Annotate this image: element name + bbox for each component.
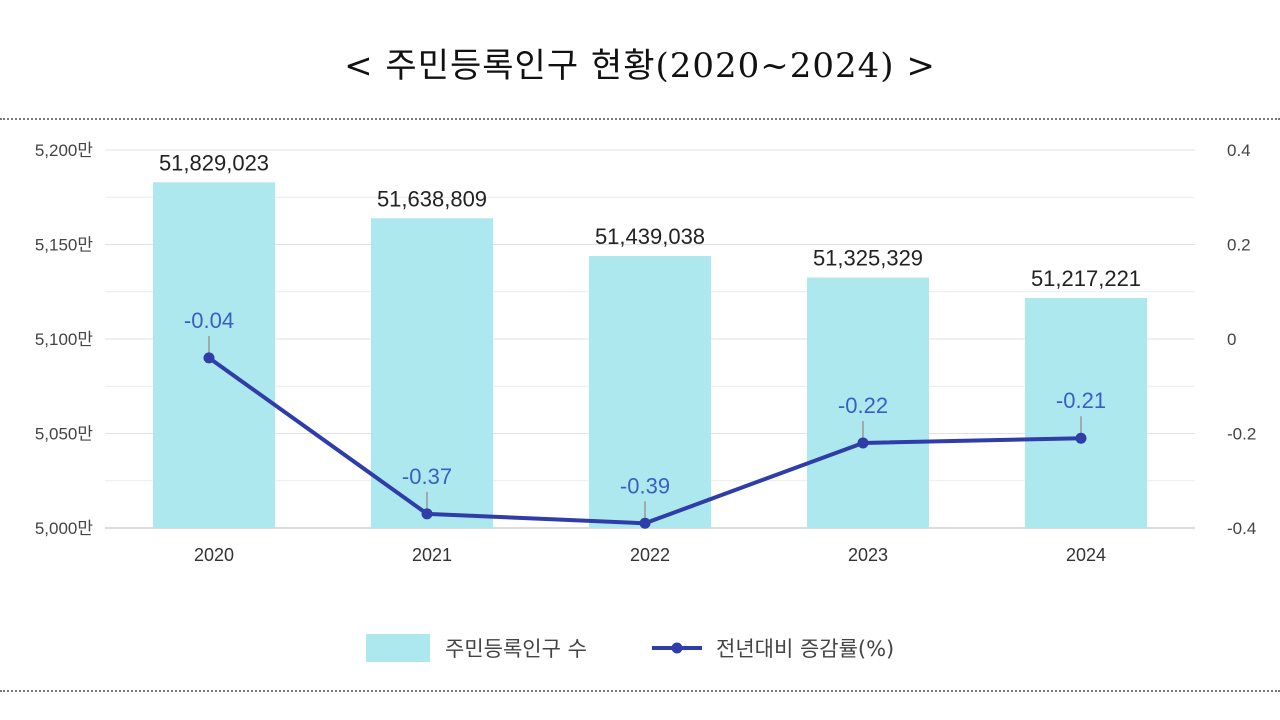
y-left-tick-label: 5,000만 [35, 519, 94, 538]
line-point [857, 437, 869, 449]
axes: 5,000만 5,050만 5,100만 5,150만 5,200만 -0.4 -0.2 0 0… [35, 141, 1256, 565]
page-title: < 주민등록인구 현황(2020~2024) > [344, 46, 936, 86]
line-data-label: -0.21 [1056, 388, 1106, 413]
bar [589, 256, 711, 528]
legend-label-bar: 주민등록인구 수 [445, 637, 587, 661]
x-tick-label: 2020 [194, 545, 234, 565]
y-right-tick-label: -0.4 [1227, 519, 1256, 538]
x-tick-label: 2023 [848, 545, 888, 565]
y-left-tick-label: 5,100만 [35, 330, 94, 349]
line-point [203, 352, 215, 364]
legend-swatch-bar [366, 634, 430, 662]
bar [807, 277, 929, 528]
bar [153, 182, 275, 529]
y-right-tick-label: 0 [1227, 330, 1236, 349]
bottom-divider [0, 690, 1280, 692]
line-data-label: -0.04 [184, 308, 234, 333]
y-left-tick-label: 5,200만 [35, 141, 94, 160]
top-divider [0, 118, 1280, 120]
line-data-label: -0.39 [620, 473, 670, 498]
line-point [1075, 432, 1087, 444]
bar-data-label: 51,439,038 [595, 224, 705, 249]
x-tick-label: 2024 [1066, 545, 1106, 565]
line-point [639, 517, 651, 529]
y-left-tick-label: 5,150만 [35, 236, 94, 255]
x-tick-label: 2022 [630, 545, 670, 565]
y-left-tick-label: 5,050만 [35, 425, 94, 444]
legend-swatch-marker [671, 642, 683, 654]
bar-data-label: 51,217,221 [1031, 266, 1141, 291]
y-right-tick-label: 0.4 [1227, 141, 1251, 160]
bar-data-label: 51,638,809 [377, 186, 487, 211]
bar-series: 51,829,023 51,638,809 51,439,038 51,325,329… [153, 150, 1147, 529]
bar [371, 218, 493, 528]
bar-data-label: 51,325,329 [813, 246, 923, 271]
x-tick-label: 2021 [412, 545, 452, 565]
legend-label-line: 전년대비 증감률(%) [716, 637, 894, 661]
y-right-tick-label: 0.2 [1227, 236, 1251, 255]
line-data-label: -0.37 [402, 464, 452, 489]
bar-data-label: 51,829,023 [159, 150, 269, 175]
legend: 주민등록인구 수 전년대비 증감률(%) [366, 634, 894, 662]
y-right-tick-label: -0.2 [1227, 425, 1256, 444]
line-data-label: -0.22 [838, 393, 888, 418]
bar [1025, 297, 1147, 528]
line-point [421, 508, 433, 520]
line-series: -0.04 -0.37 -0.39 -0.22 -0.21 [184, 308, 1106, 529]
